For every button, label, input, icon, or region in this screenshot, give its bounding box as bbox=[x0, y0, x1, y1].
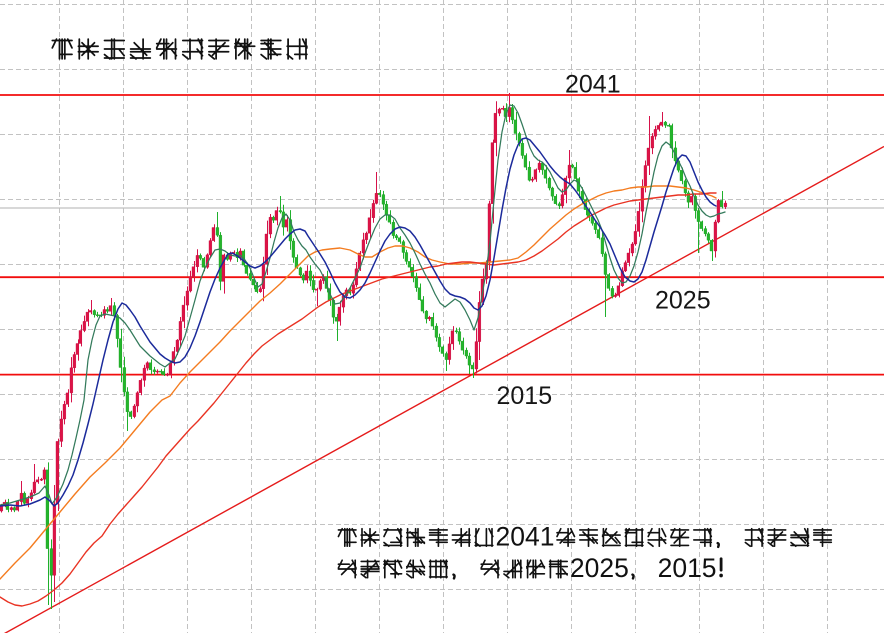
svg-text:2041: 2041 bbox=[565, 71, 621, 99]
svg-text:2041: 2041 bbox=[496, 521, 555, 551]
svg-text:2015: 2015 bbox=[658, 553, 717, 583]
svg-text:2025: 2025 bbox=[655, 286, 711, 314]
svg-text:2025: 2025 bbox=[570, 553, 629, 583]
svg-text:2015: 2015 bbox=[497, 382, 553, 410]
